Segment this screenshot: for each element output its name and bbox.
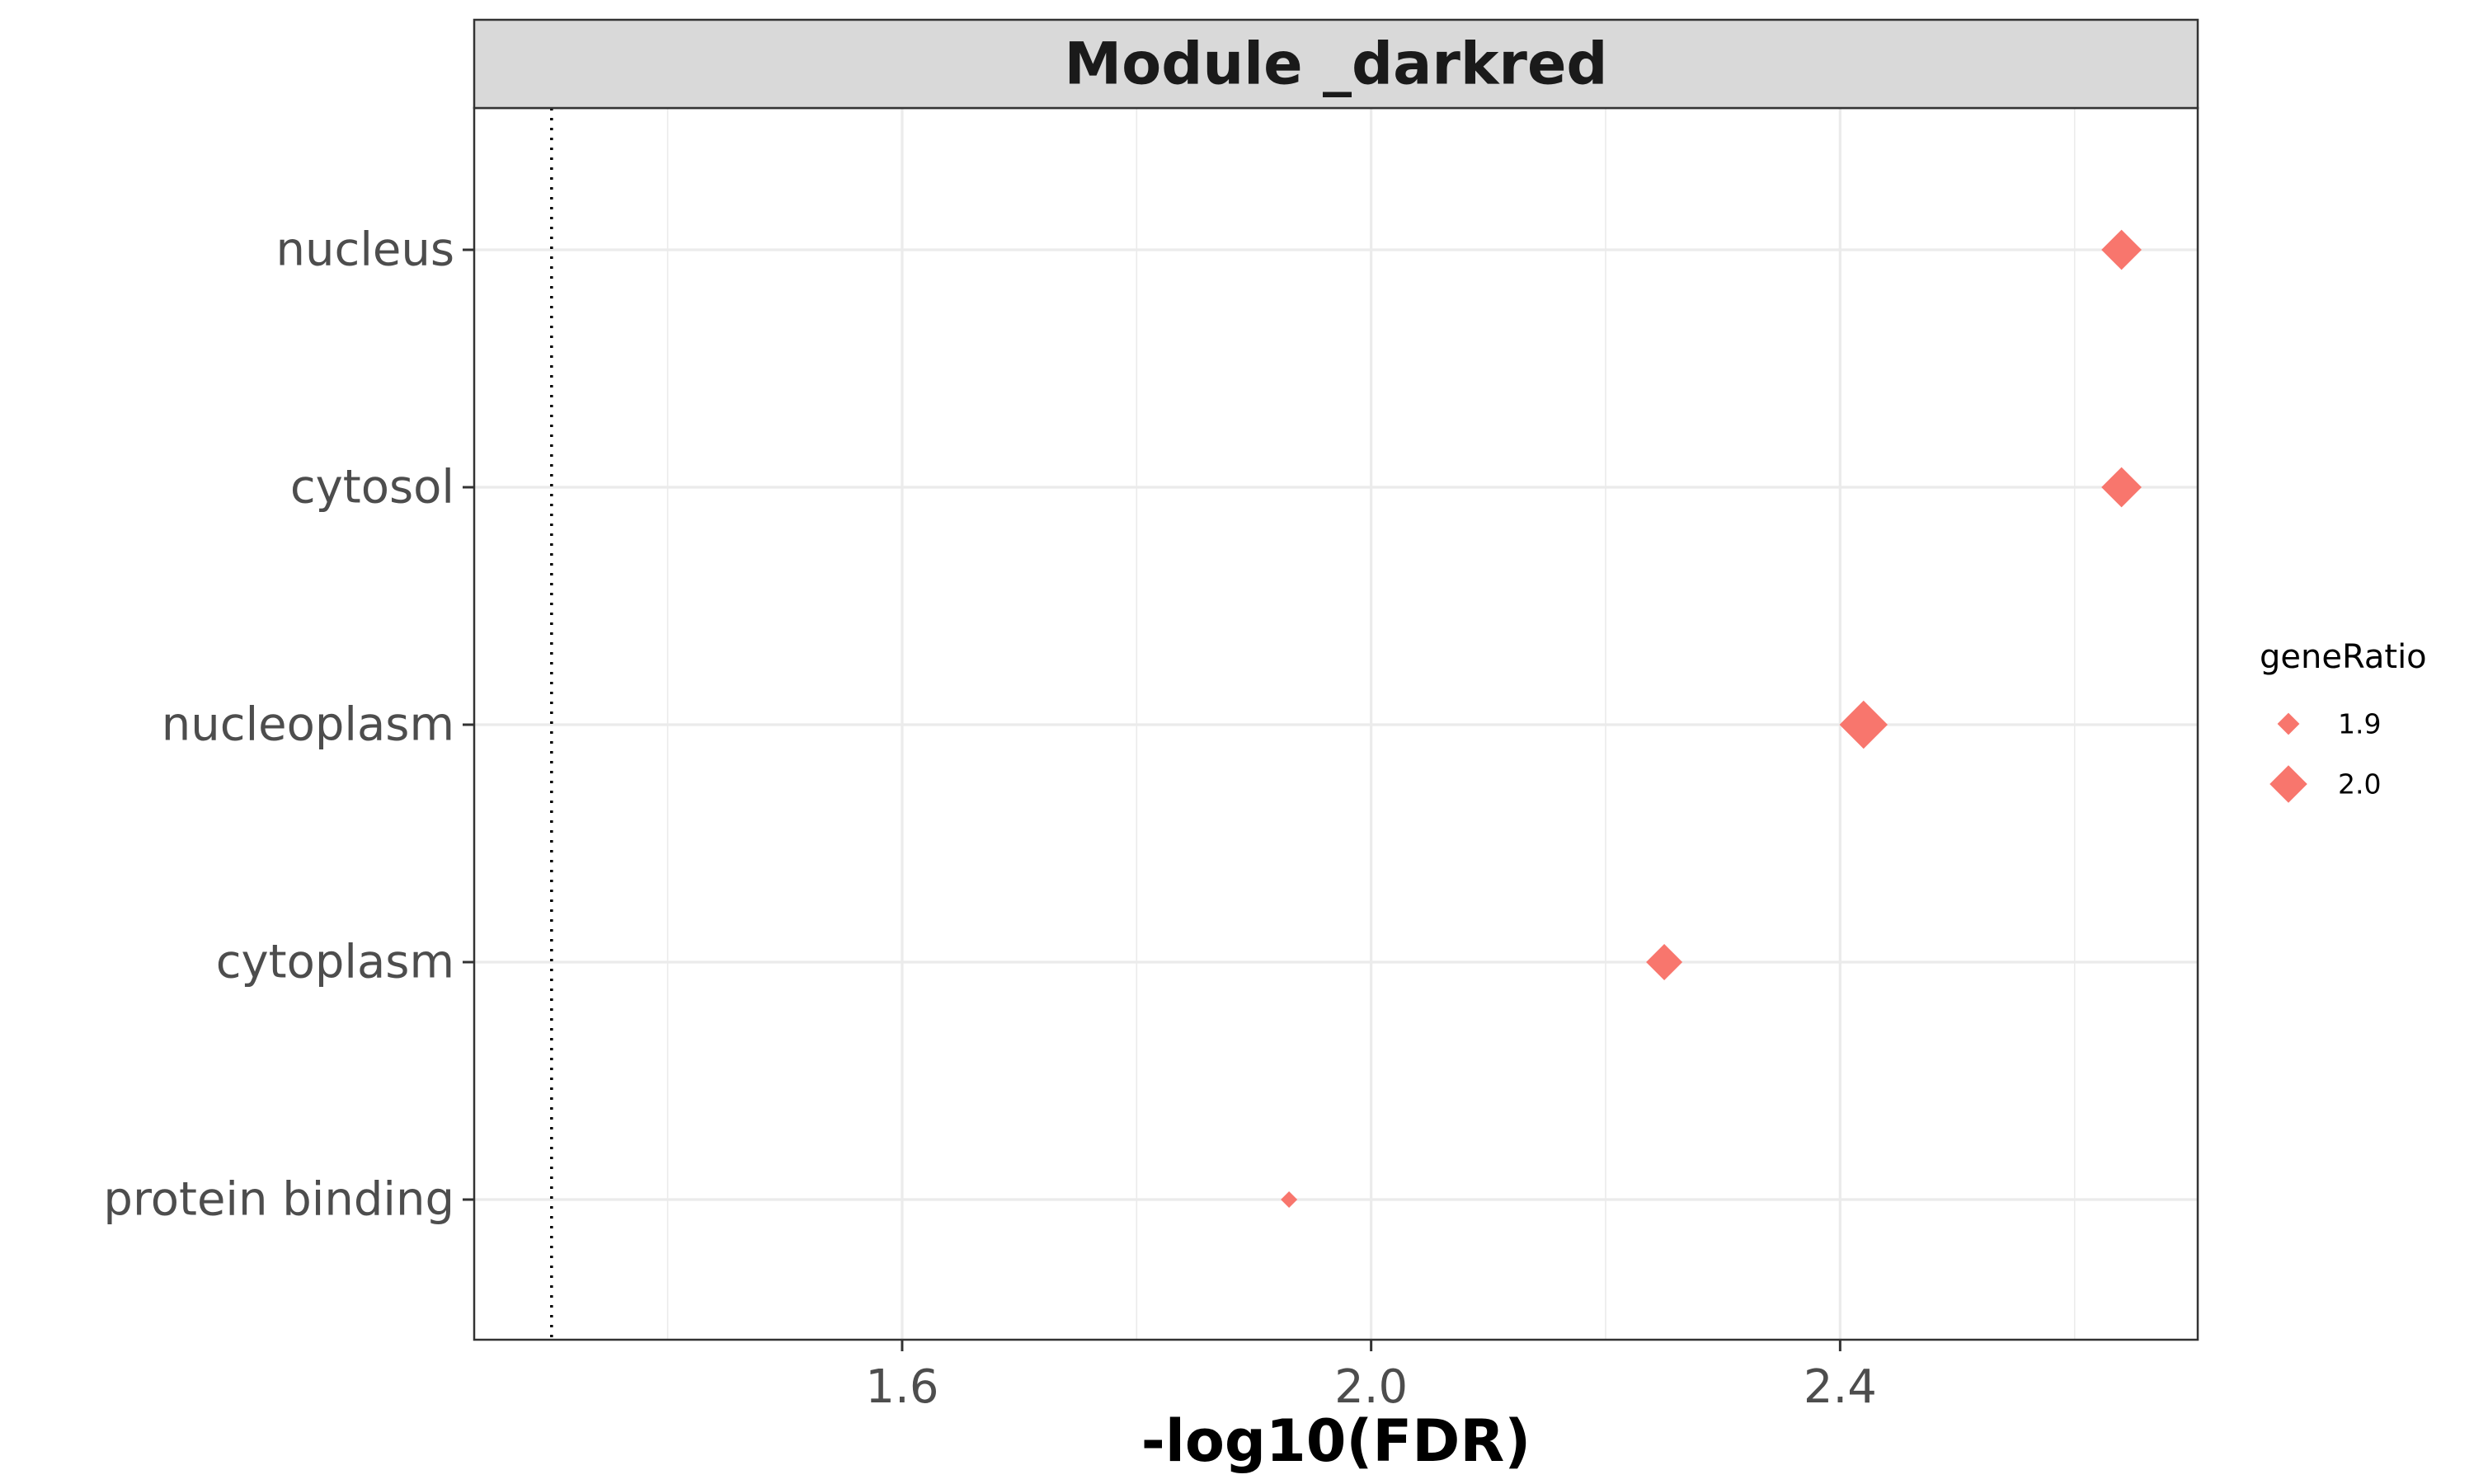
- data-point: [1839, 700, 1888, 749]
- y-tick-label: cytoplasm: [216, 936, 454, 989]
- legend-title: geneRatio: [2260, 638, 2427, 676]
- y-tick-label: cytosol: [290, 461, 454, 514]
- x-axis: 1.6 2.0 2.4: [865, 1340, 1877, 1414]
- legend-key-diamond: [2277, 712, 2300, 735]
- y-tick-label: nucleoplasm: [162, 698, 454, 752]
- data-point: [2101, 467, 2142, 508]
- x-tick-label: 1.6: [865, 1360, 938, 1414]
- y-tick-label: protein binding: [103, 1173, 454, 1227]
- data-point: [1281, 1191, 1298, 1208]
- chart-title: Module _darkred: [1064, 31, 1607, 98]
- y-axis: nucleus cytosol nucleoplasm cytoplasm protei…: [103, 223, 474, 1227]
- data-point: [2101, 229, 2142, 270]
- legend-key-diamond: [2269, 765, 2307, 803]
- points: [1281, 229, 2142, 1208]
- grid: [474, 108, 2198, 1340]
- legend-items: 1.9 2.0: [2269, 708, 2381, 803]
- x-tick-label: 2.0: [1334, 1360, 1408, 1414]
- legend-label: 2.0: [2338, 768, 2381, 801]
- x-tick-label: 2.4: [1804, 1360, 1877, 1414]
- data-point: [1646, 944, 1683, 980]
- x-axis-title: -log10(FDR): [1141, 1407, 1531, 1475]
- legend: geneRatio 1.9 2.0: [2260, 638, 2427, 803]
- facet-strip-background: [473, 18, 2199, 110]
- y-tick-label: nucleus: [276, 223, 454, 277]
- legend-label: 1.9: [2338, 708, 2381, 740]
- facet-strip: Module _darkred: [473, 18, 2199, 110]
